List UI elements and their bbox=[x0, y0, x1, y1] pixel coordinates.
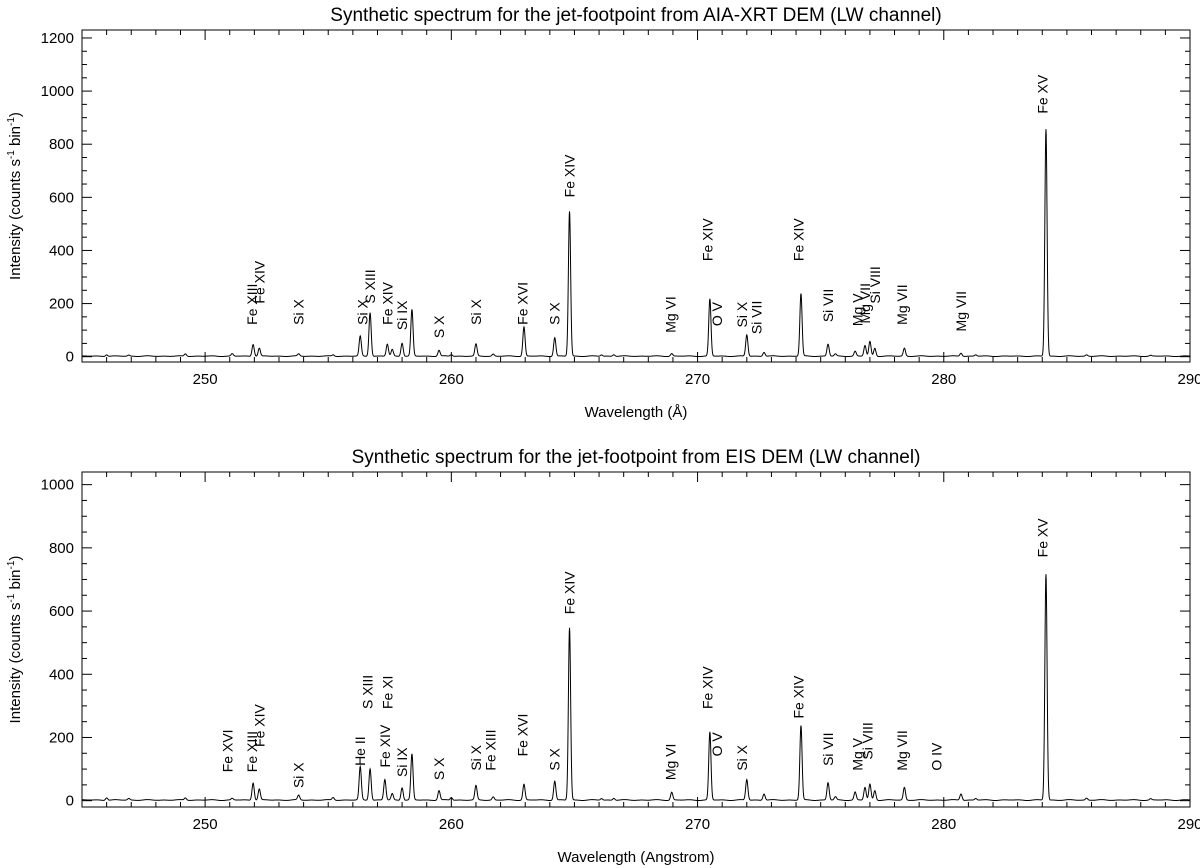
panel-1-line-annotation: Si X bbox=[291, 298, 307, 324]
panel-2-line-annotation: S X bbox=[547, 747, 563, 770]
panel-2-line-annotation: Mg V bbox=[850, 737, 866, 770]
panel-1-line-annotation: Si VIII bbox=[867, 266, 883, 303]
panel-1-line-annotation: Mg VII bbox=[953, 291, 969, 331]
panel-1-x-axis-label: Wavelength (Å) bbox=[585, 404, 688, 421]
panel-1-x-tick-label: 250 bbox=[193, 371, 218, 388]
panel-2-line-annotation: Si X bbox=[468, 744, 484, 770]
panel-2-title: Synthetic spectrum for the jet-footpoint… bbox=[352, 447, 921, 468]
panel-1-y-axis-label: Intensity (counts s-1 bin-1) bbox=[6, 112, 24, 280]
panel-2: Synthetic spectrum for the jet-footpoint… bbox=[6, 447, 1200, 866]
panel-2-line-annotation: Fe XIV bbox=[699, 666, 715, 709]
panel-1-line-annotation: Si X bbox=[734, 301, 750, 327]
panel-2-line-annotation: Mg VII bbox=[894, 730, 910, 770]
panel-1-line-annotation: Fe XV bbox=[1034, 74, 1050, 114]
panel-2-x-tick-label: 290 bbox=[1177, 816, 1200, 833]
panel-1-y-tick-label: 800 bbox=[49, 136, 74, 153]
panel-2-line-annotation: Fe XIV bbox=[377, 724, 393, 767]
panel-2-x-tick-label: 280 bbox=[931, 816, 956, 833]
panel-2-line-annotation: Fe XVI bbox=[515, 714, 531, 757]
panel-1-line-annotation: Mg VII bbox=[894, 284, 910, 324]
panel-1-y-tick-label: 600 bbox=[49, 189, 74, 206]
panel-2-line-annotation: Fe XV bbox=[1034, 518, 1050, 558]
panel-1-line-annotation: O V bbox=[709, 301, 725, 326]
panel-1-x-tick-label: 270 bbox=[685, 371, 710, 388]
panel-2-line-annotation: He II bbox=[352, 736, 368, 766]
panel-1-y-tick-label: 1000 bbox=[41, 83, 74, 100]
panel-2-frame bbox=[81, 471, 1191, 808]
panel-2-spectrum-line bbox=[81, 574, 1191, 802]
panel-1-line-annotation: Si VII bbox=[749, 301, 765, 334]
panel-1-y-tick-label: 400 bbox=[49, 242, 74, 259]
panel-2-y-tick-label: 1000 bbox=[41, 477, 74, 494]
panel-2-y-tick-label: 200 bbox=[49, 729, 74, 746]
panel-1-line-annotation: Fe XIII bbox=[244, 284, 260, 325]
panel-2-y-tick-label: 600 bbox=[49, 603, 74, 620]
panel-2-y-axis-label: Intensity (counts s-1 bin-1) bbox=[6, 556, 24, 724]
panel-1-y-tick-label: 200 bbox=[49, 296, 74, 313]
panel-1-line-annotation: Si IX bbox=[394, 300, 410, 330]
panel-1-line-annotation: S X bbox=[431, 315, 447, 338]
panel-1-line-annotation: Mg V bbox=[850, 293, 866, 326]
panel-1-x-tick-label: 280 bbox=[931, 371, 956, 388]
panel-2-line-annotation: Si VII bbox=[820, 732, 836, 765]
panel-2-line-annotation: Si X bbox=[734, 744, 750, 770]
panel-2-line-annotation: S XIII bbox=[360, 675, 376, 709]
panel-2-y-tick-label: 800 bbox=[49, 540, 74, 557]
panel-1-line-annotation: S X bbox=[547, 302, 563, 325]
panel-2-line-annotation: O IV bbox=[928, 742, 944, 771]
panel-1-line-annotation: Fe XIV bbox=[251, 260, 267, 303]
panel-2-line-annotation: O V bbox=[709, 732, 725, 757]
panel-1-line-annotation: Si X bbox=[468, 298, 484, 324]
panel-2-line-annotation: Fe XVI bbox=[219, 729, 235, 772]
panel-2-y-tick-label: 400 bbox=[49, 666, 74, 683]
panel-1: Synthetic spectrum for the jet-footpoint… bbox=[6, 5, 1200, 421]
panel-2-y-tick-label: 0 bbox=[66, 793, 74, 810]
panel-2-line-annotation: Fe XIII bbox=[244, 731, 260, 772]
panel-2-x-tick-label: 250 bbox=[193, 816, 218, 833]
panel-1-line-annotation: Mg VI bbox=[662, 296, 678, 333]
panel-1-spectrum-line bbox=[81, 129, 1191, 358]
panel-1-title: Synthetic spectrum for the jet-footpoint… bbox=[330, 5, 941, 26]
panel-2-line-annotation: Fe XIV bbox=[562, 571, 578, 614]
panel-1-line-annotation: Mg VII bbox=[857, 283, 873, 323]
panel-1-x-tick-label: 290 bbox=[1177, 371, 1200, 388]
panel-1-x-tick-label: 260 bbox=[439, 371, 464, 388]
panel-2-line-annotation: Si VIII bbox=[859, 722, 875, 759]
panel-2-line-annotation: Si IX bbox=[394, 747, 410, 777]
panel-2-line-annotation: S X bbox=[431, 757, 447, 780]
panel-1-y-tick-label: 1200 bbox=[41, 30, 74, 47]
panel-1-y-tick-label: 0 bbox=[66, 349, 74, 366]
panel-1-line-annotation: Si X bbox=[355, 298, 371, 324]
panel-2-x-tick-label: 260 bbox=[439, 816, 464, 833]
panel-2-line-annotation: Fe XIV bbox=[251, 703, 267, 746]
panel-2-line-annotation: Fe XI bbox=[379, 676, 395, 709]
panel-1-line-annotation: S XIII bbox=[362, 269, 378, 303]
panel-2-line-annotation: Fe XIII bbox=[483, 729, 499, 770]
panel-1-frame bbox=[81, 29, 1191, 363]
panel-1-line-annotation: Fe XIV bbox=[699, 218, 715, 261]
panel-1-line-annotation: Si VII bbox=[820, 289, 836, 322]
panel-2-line-annotation: Si X bbox=[291, 762, 307, 788]
panel-1-line-annotation: Fe XIV bbox=[562, 154, 578, 197]
panel-2-x-tick-label: 270 bbox=[685, 816, 710, 833]
panel-2-line-annotation: Mg VI bbox=[662, 744, 678, 781]
panel-2-x-axis-label: Wavelength (Angstrom) bbox=[557, 849, 714, 866]
panel-1-line-annotation: Fe XVI bbox=[515, 282, 531, 325]
panel-1-line-annotation: Fe XIV bbox=[791, 218, 807, 261]
panel-1-line-annotation: Fe XIV bbox=[379, 281, 395, 324]
panel-2-line-annotation: Fe XIV bbox=[791, 675, 807, 718]
